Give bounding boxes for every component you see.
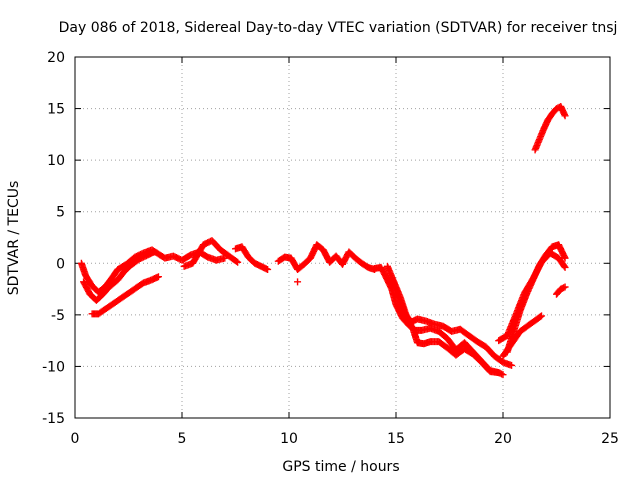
y-tick-label: -5 [51,308,65,324]
plot-area-frame [74,56,611,419]
y-axis-label: SDTVAR / TECUs [6,181,22,296]
data-points [77,103,569,379]
x-tick-label: 15 [387,431,405,447]
data-point-marker [561,263,569,271]
chart-title: Day 086 of 2018, Sidereal Day-to-day VTE… [59,20,618,36]
data-point-marker [264,265,272,273]
data-point-marker [234,258,242,266]
y-tick-label: 15 [47,102,65,118]
x-tick-label: 5 [178,431,187,447]
y-tick-label: 20 [47,50,65,66]
data-point-marker [294,278,302,286]
data-point-marker [561,254,569,262]
y-tick-label: -10 [42,359,65,375]
x-tick-label: 0 [71,431,80,447]
data-point-marker [232,257,240,265]
y-tick-label: -15 [42,411,65,427]
x-tick-label: 20 [494,431,512,447]
y-tick-label: 5 [56,205,65,221]
y-tick-label: 0 [56,256,65,272]
data-point-marker [508,361,516,369]
data-point-marker [495,369,503,377]
data-point-marker [150,248,158,256]
data-point-marker [561,283,569,291]
data-point-marker [560,262,568,270]
data-point-marker [536,313,544,321]
grid-lines [75,57,610,418]
x-tick-label: 10 [280,431,298,447]
y-tick-label: 10 [47,153,65,169]
data-point-marker [499,371,507,379]
data-point-marker [538,312,546,320]
data-point-marker [154,273,162,281]
x-axis-label: GPS time / hours [282,459,399,475]
x-tick-label: 25 [601,431,619,447]
axis-ticks: 0 5 10 15 20 25 -15 -10 -5 0 5 10 15 20 [42,50,619,447]
data-point-marker [561,112,569,120]
